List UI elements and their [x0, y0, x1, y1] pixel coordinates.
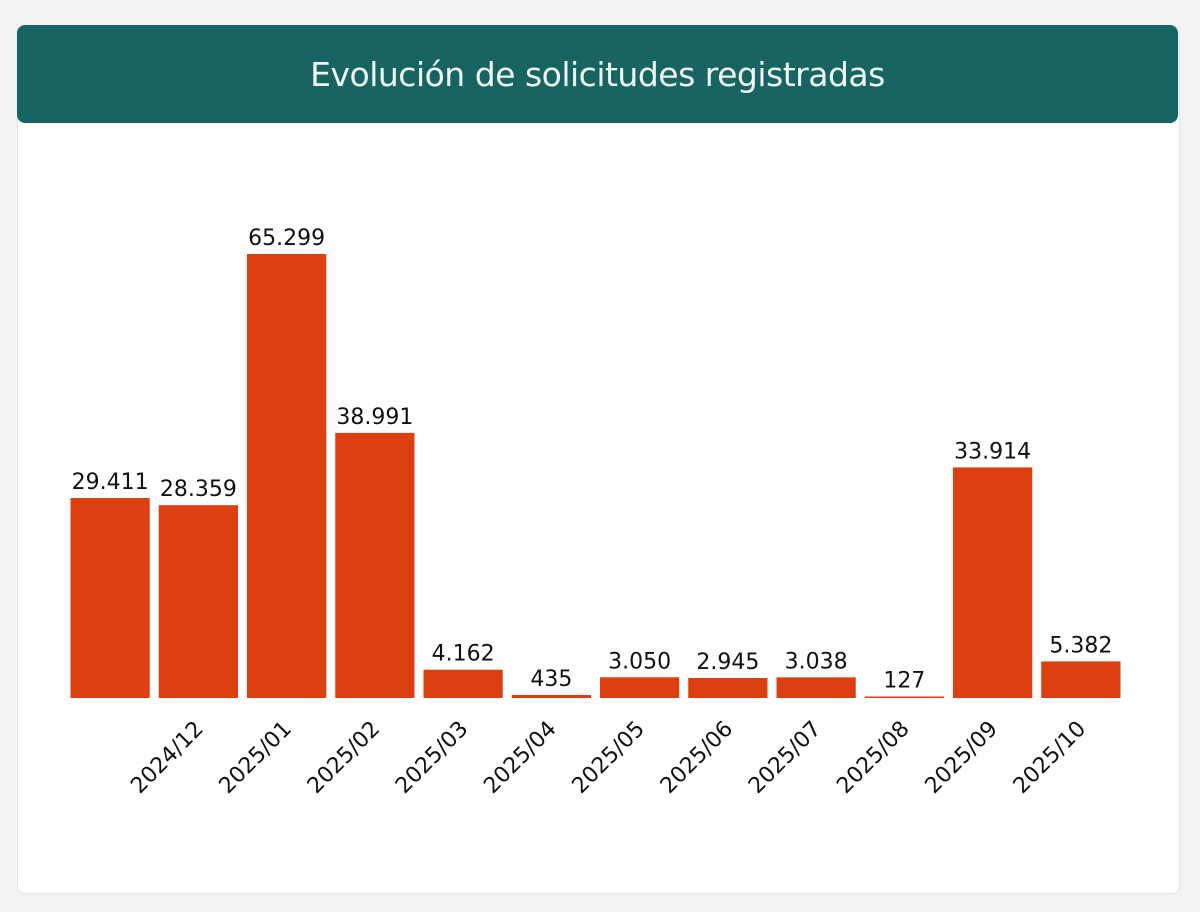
data-label: 29.411 [72, 470, 149, 495]
bar-2025/01 [247, 254, 327, 698]
data-label: 38.991 [336, 405, 413, 430]
bar-2025/06 [688, 677, 768, 698]
x-tick-label: 2025/02 [303, 717, 385, 799]
bar-2025/09 [953, 467, 1033, 698]
x-tick-label: 2025/10 [1009, 717, 1091, 799]
data-label: 2.945 [696, 650, 759, 675]
x-tick-label: 2025/05 [568, 717, 650, 799]
data-label: 65.299 [248, 226, 325, 251]
data-label: 3.050 [608, 649, 671, 674]
chart-title: Evolución de solicitudes registradas [310, 54, 885, 94]
x-tick-label: 2025/09 [921, 717, 1003, 799]
bar-2025/10 [1041, 661, 1121, 698]
bar-first [70, 498, 150, 698]
data-label: 3.038 [785, 649, 848, 674]
x-tick-label: 2025/06 [656, 717, 738, 799]
data-label: 28.359 [160, 477, 237, 502]
chart-card [17, 25, 1180, 894]
chart-header: Evolución de solicitudes registradas [17, 25, 1178, 123]
data-label: 33.914 [954, 439, 1031, 464]
data-label: 4.162 [432, 642, 495, 667]
bar-2025/05 [600, 677, 680, 698]
x-tick-label: 2024/12 [126, 717, 208, 799]
data-label: 127 [883, 669, 925, 694]
bar-2025/07 [776, 677, 856, 698]
x-tick-label: 2025/04 [479, 717, 561, 799]
data-label: 5.382 [1049, 633, 1112, 658]
bar-2025/03 [423, 669, 503, 698]
x-tick-label: 2025/03 [391, 717, 473, 799]
bar-2025/04 [511, 695, 591, 698]
bar-2025/02 [335, 432, 415, 698]
x-tick-label: 2025/01 [215, 717, 297, 799]
data-label: 435 [530, 667, 572, 692]
x-tick-label: 2025/08 [832, 717, 914, 799]
bar-2024/12 [158, 505, 238, 698]
bar-2025/08 [864, 696, 944, 698]
x-tick-label: 2025/07 [744, 717, 826, 799]
